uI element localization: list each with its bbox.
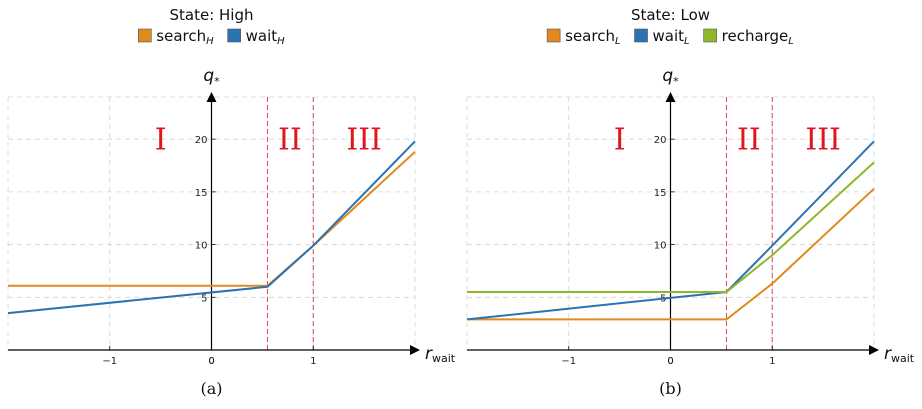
y-axis-label: q* (203, 66, 220, 88)
legend-label: waitH (246, 27, 286, 47)
legend-swatch (137, 28, 152, 43)
y-tick-label: 10 (654, 241, 667, 252)
legend-label: searchL (565, 27, 620, 47)
y-tick-label: 15 (654, 188, 667, 199)
legend-entry: waitL (634, 27, 690, 47)
legend-label: searchH (156, 27, 214, 47)
x-tick-label: 0 (667, 356, 673, 367)
legend: searchH waitH (137, 27, 286, 47)
region-label: II (737, 123, 761, 158)
x-axis-label: rwait (425, 344, 456, 365)
region-label: III (346, 123, 382, 158)
region-label: III (805, 123, 841, 158)
x-tick-label: −1 (102, 356, 117, 367)
legend: searchL waitL rechargeL (546, 27, 794, 47)
series-line-wait-L (466, 140, 875, 321)
legend-label: waitL (653, 27, 690, 47)
grid (7, 96, 416, 351)
legend-entry: waitH (227, 27, 286, 47)
x-axis-label: rwait (884, 344, 915, 365)
series-line-wait-H (7, 140, 416, 315)
series-line-recharge-L (467, 161, 875, 293)
y-tick-label: 5 (201, 293, 207, 304)
legend-entry: searchL (546, 27, 621, 47)
region-label: I (155, 123, 167, 158)
y-tick-label: 20 (654, 135, 667, 146)
y-tick-label: 10 (195, 241, 208, 252)
chart-caption: (b) (659, 379, 682, 398)
legend-swatch (227, 28, 241, 43)
legend-entry: rechargeL (703, 27, 794, 47)
chart-title: State: High (169, 6, 253, 24)
legend-swatch (703, 28, 717, 43)
x-tick-label: 1 (769, 356, 775, 367)
chart-caption: (a) (200, 379, 222, 398)
x-tick-label: −1 (561, 356, 576, 367)
x-tick-label: 0 (208, 356, 214, 367)
region-label: I (614, 123, 626, 158)
y-tick-label: 20 (195, 135, 208, 146)
legend-entry: searchH (137, 27, 214, 47)
legend-swatch (634, 28, 648, 43)
x-tick-label: 1 (310, 356, 316, 367)
x-tick-label: 0 (208, 356, 214, 367)
legend-swatch (546, 28, 561, 43)
x-tick-label: 0 (667, 356, 673, 367)
y-axis-label: q* (662, 66, 679, 88)
region-label: II (278, 123, 302, 158)
y-tick-label: 15 (195, 188, 208, 199)
chart-title: State: Low (631, 6, 710, 24)
legend-label: rechargeL (722, 27, 794, 47)
series-line-search-L (467, 187, 875, 321)
